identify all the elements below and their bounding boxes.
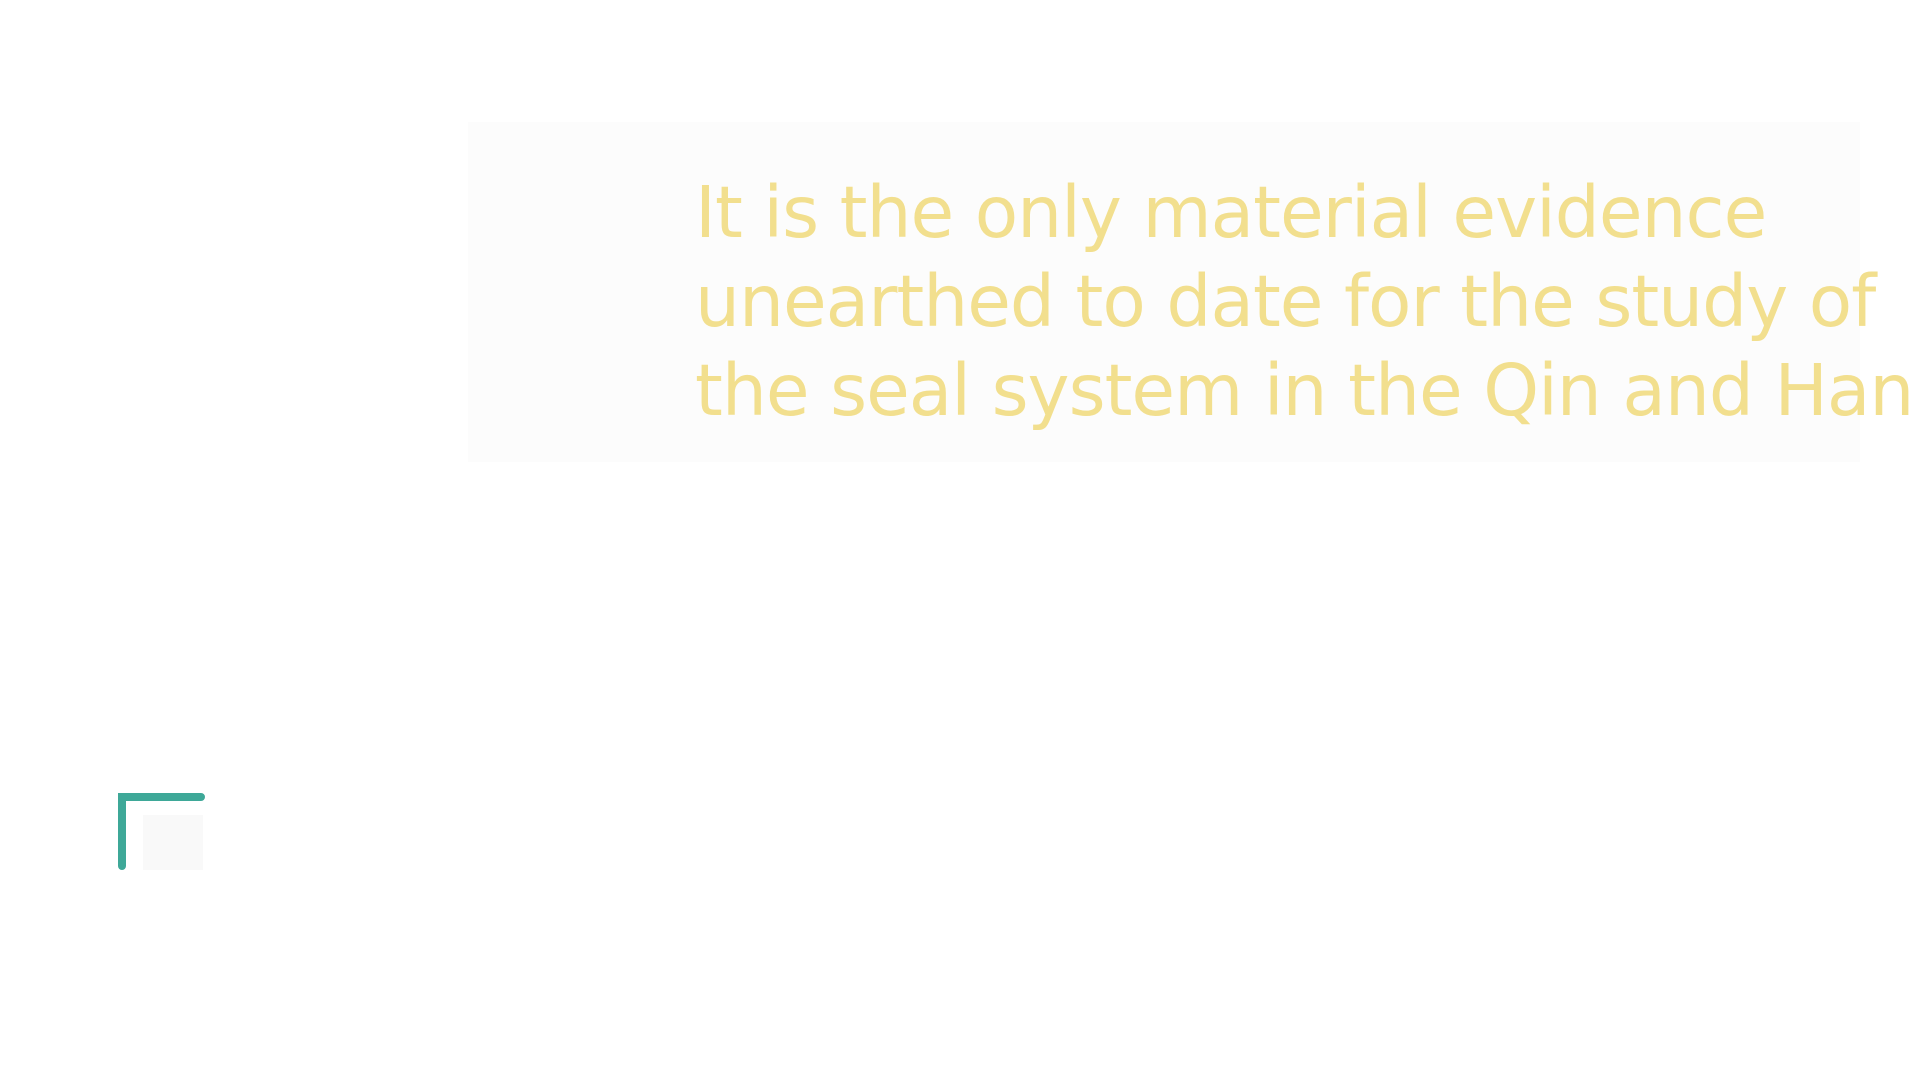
caption-text: It is the only material evidence unearth… — [695, 168, 1920, 435]
caption-panel — [468, 122, 1860, 462]
corner-bracket-icon — [118, 793, 205, 870]
caption-line-1: It is the only material evidence — [695, 171, 1767, 254]
caption-line-3: the seal system in the Qin and Han. — [695, 349, 1920, 432]
corner-shadow — [143, 815, 203, 870]
caption-line-2: unearthed to date for the study of — [695, 260, 1876, 343]
